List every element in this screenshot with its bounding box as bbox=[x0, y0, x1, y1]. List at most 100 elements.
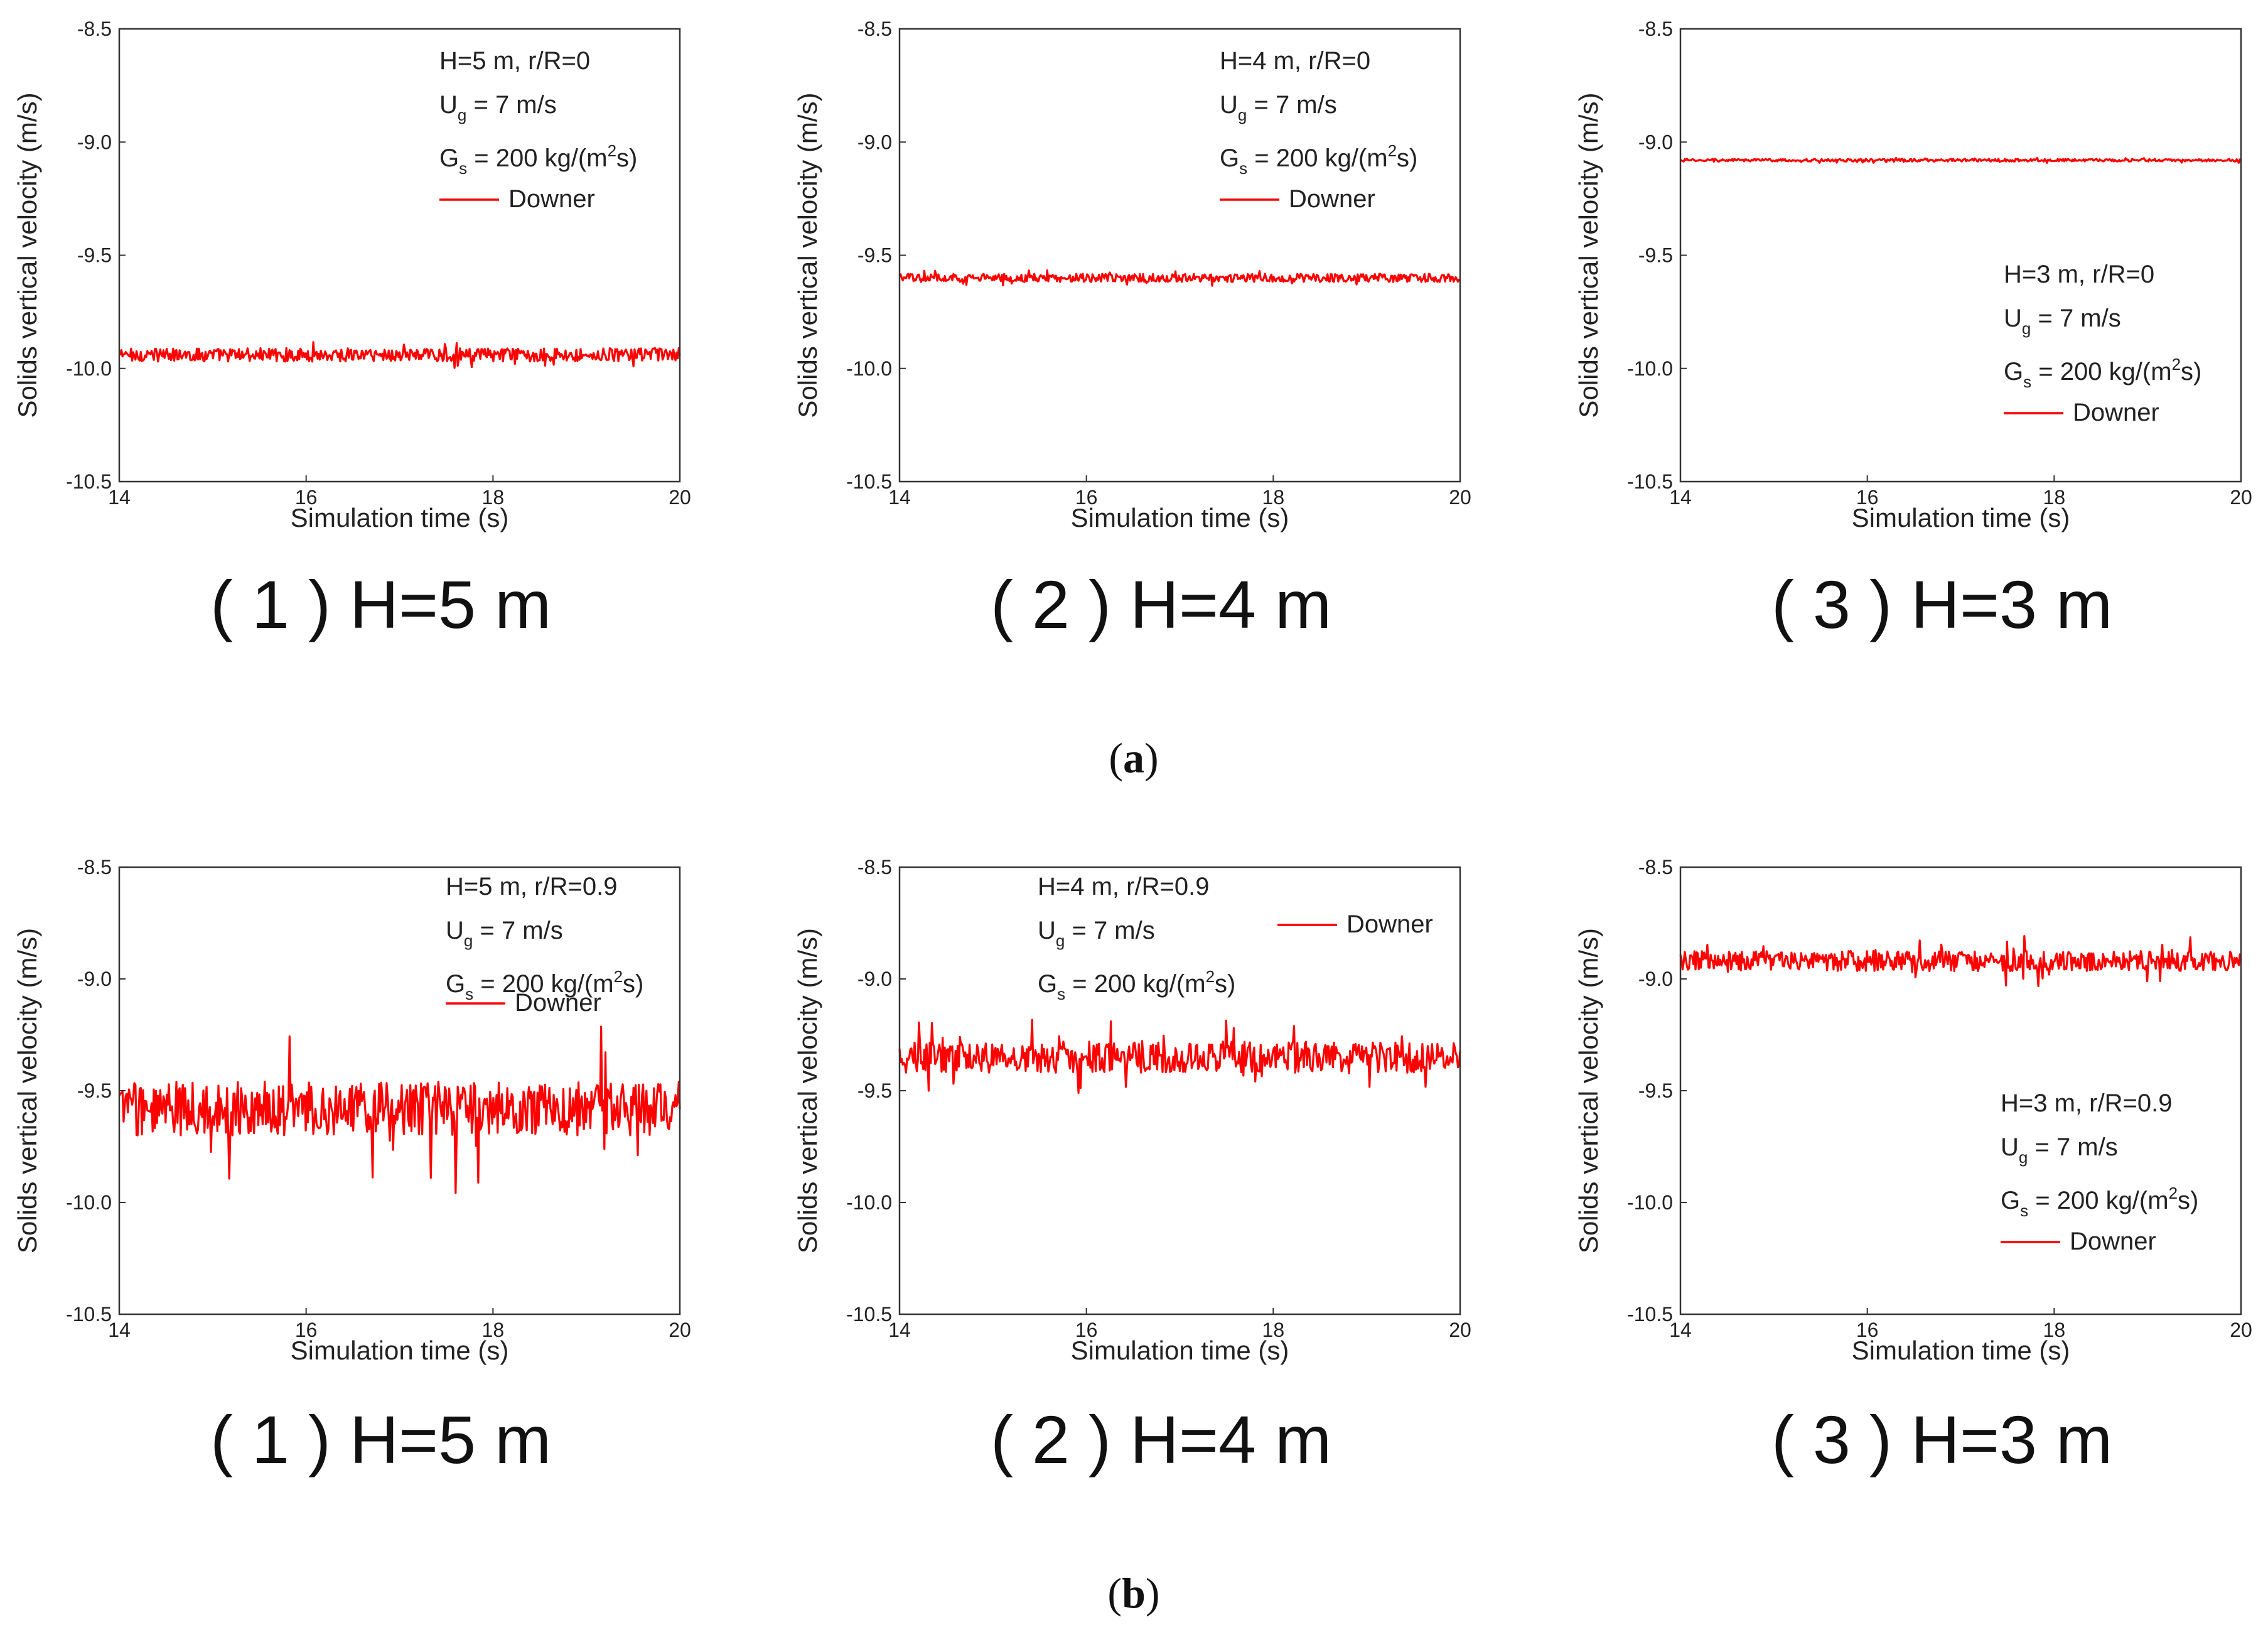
x-tick-label: 16 bbox=[1856, 486, 1879, 509]
annotation-gas-velocity: Ug = 7 m/s bbox=[2004, 305, 2121, 338]
x-tick-label: 18 bbox=[482, 1319, 505, 1341]
y-tick-label: -10.5 bbox=[846, 470, 892, 493]
part-paren-close: ) bbox=[1144, 734, 1159, 782]
part-letter: b bbox=[1122, 1569, 1146, 1617]
y-tick-label: -9.0 bbox=[857, 968, 892, 990]
x-axis-label: Simulation time (s) bbox=[291, 1336, 509, 1365]
y-axis-label: Solids vertical velocity (m/s) bbox=[13, 92, 42, 418]
annotation-solids-flux: Gs = 200 kg/(m2s) bbox=[1038, 967, 1235, 1003]
annotation-condition: H=3 m, r/R=0.9 bbox=[2001, 1089, 2172, 1117]
x-axis-label: Simulation time (s) bbox=[1852, 503, 2070, 532]
x-tick-label: 14 bbox=[888, 486, 911, 509]
part-label-a: (a) bbox=[1109, 734, 1158, 782]
x-axis-label: Simulation time (s) bbox=[1071, 1336, 1289, 1365]
x-axis-label: Simulation time (s) bbox=[1852, 1336, 2070, 1365]
x-tick-label: 18 bbox=[482, 486, 505, 509]
panel-caption: ( 1 ) H=5 m bbox=[210, 566, 551, 642]
y-tick-label: -9.0 bbox=[857, 131, 892, 153]
x-tick-label: 14 bbox=[1669, 486, 1692, 509]
series-line-downer bbox=[1679, 156, 2242, 164]
x-tick-label: 16 bbox=[295, 486, 318, 509]
x-tick-label: 18 bbox=[2043, 486, 2066, 509]
annotation-solids-flux: Gs = 200 kg/(m2s) bbox=[1220, 141, 1417, 178]
y-tick-label: -9.0 bbox=[77, 131, 112, 153]
annotation-condition: H=5 m, r/R=0 bbox=[439, 47, 590, 75]
annotation-gas-velocity: Ug = 7 m/s bbox=[439, 91, 557, 124]
y-tick-label: -9.5 bbox=[857, 244, 892, 267]
legend-label-downer: Downer bbox=[1346, 910, 1433, 938]
part-label-b: (b) bbox=[1107, 1569, 1159, 1617]
x-tick-label: 14 bbox=[108, 486, 131, 509]
y-tick-label: -9.5 bbox=[857, 1079, 892, 1102]
series-line-downer bbox=[118, 1025, 681, 1194]
x-tick-label: 20 bbox=[2230, 486, 2252, 509]
y-tick-label: -9.5 bbox=[1638, 244, 1673, 267]
y-tick-label: -10.5 bbox=[846, 1303, 892, 1326]
part-paren-open: ( bbox=[1107, 1569, 1122, 1617]
annotation-gas-velocity: Ug = 7 m/s bbox=[446, 917, 563, 950]
y-tick-label: -10.0 bbox=[846, 357, 892, 380]
x-tick-label: 18 bbox=[2043, 1319, 2066, 1341]
y-tick-label: -10.5 bbox=[66, 470, 112, 493]
chart-panel-a2: -8.5 -9.0 -9.5 -10.0 -10.514 16 18 20 Simulation… bbox=[793, 18, 1471, 642]
y-tick-label: -10.0 bbox=[66, 1191, 112, 1214]
legend-label-downer: Downer bbox=[1289, 185, 1375, 213]
y-tick-label: -10.5 bbox=[1627, 1303, 1673, 1326]
y-tick-label: -10.5 bbox=[66, 1303, 112, 1326]
part-paren-close: ) bbox=[1146, 1569, 1160, 1617]
y-axis-label: Solids vertical velocity (m/s) bbox=[1574, 92, 1603, 418]
annotation-solids-flux: Gs = 200 kg/(m2s) bbox=[2004, 355, 2201, 391]
legend-label-downer: Downer bbox=[515, 989, 601, 1017]
y-tick-label: -10.0 bbox=[1627, 357, 1673, 380]
x-tick-label: 20 bbox=[669, 1319, 691, 1341]
x-tick-label: 14 bbox=[1669, 1319, 1692, 1341]
x-tick-label: 14 bbox=[108, 1319, 131, 1341]
x-tick-label: 18 bbox=[1262, 486, 1285, 509]
annotation-gas-velocity: Ug = 7 m/s bbox=[1038, 917, 1155, 950]
panels: -8.5-9.0-9.5-10.0-10.514 16 18 20Simulation… bbox=[13, 18, 2252, 1478]
series-line-downer bbox=[118, 341, 681, 369]
part-letter: a bbox=[1123, 734, 1144, 782]
y-tick-label: -8.5 bbox=[857, 18, 892, 40]
panel-caption: ( 1 ) H=5 m bbox=[210, 1402, 551, 1478]
annotation-solids-flux: Gs = 200 kg/(m2s) bbox=[2001, 1184, 2198, 1220]
y-tick-label: -8.5 bbox=[1638, 18, 1673, 40]
y-axis-label: Solids vertical velocity (m/s) bbox=[1574, 928, 1603, 1253]
series-line-downer bbox=[898, 269, 1461, 287]
x-axis-label: Simulation time (s) bbox=[1071, 503, 1289, 532]
y-tick-label: -10.5 bbox=[1627, 470, 1673, 493]
plot-frame bbox=[118, 28, 681, 483]
part-paren-open: ( bbox=[1109, 734, 1123, 782]
chart-panel-a1: -8.5 -9.0 -9.5 -10.0 -10.514 16 18 20 Simulation… bbox=[13, 18, 691, 642]
annotation-solids-flux: Gs = 200 kg/(m2s) bbox=[439, 141, 637, 178]
y-tick-label: -9.0 bbox=[1638, 131, 1673, 153]
chart-panel-b2: -8.5 -9.0 -9.5 -10.0 -10.514 16 18 20 Simulation… bbox=[793, 856, 1471, 1478]
chart-panel-b1: -8.5 -9.0 -9.5 -10.0 -10.514 16 18 20 Simulation… bbox=[13, 856, 691, 1478]
panel-caption: ( 2 ) H=4 m bbox=[991, 566, 1331, 642]
y-tick-label: -9.5 bbox=[77, 1079, 112, 1102]
legend-label-downer: Downer bbox=[2073, 399, 2159, 426]
annotation-condition: H=4 m, r/R=0.9 bbox=[1038, 873, 1209, 900]
legend-label-downer: Downer bbox=[508, 185, 595, 213]
x-tick-label: 14 bbox=[888, 1319, 911, 1341]
chart-panel-b3: -8.5 -9.0 -9.5 -10.0 -10.514 16 18 20 Simulation… bbox=[1574, 856, 2252, 1478]
x-tick-label: 20 bbox=[1449, 486, 1471, 509]
annotation-condition: H=3 m, r/R=0 bbox=[2004, 261, 2154, 288]
x-tick-label: 20 bbox=[1449, 1319, 1471, 1341]
series-line-downer bbox=[898, 1018, 1461, 1094]
y-tick-label: -9.0 bbox=[77, 968, 112, 990]
y-tick-label: -10.0 bbox=[1627, 1191, 1673, 1214]
annotation-gas-velocity: Ug = 7 m/s bbox=[2001, 1133, 2118, 1167]
x-tick-label: 16 bbox=[295, 1319, 318, 1341]
y-tick-label: -9.5 bbox=[1638, 1079, 1673, 1102]
y-tick-label: -10.0 bbox=[846, 1191, 892, 1214]
annotation-gas-velocity: Ug = 7 m/s bbox=[1220, 91, 1337, 124]
series-line-downer bbox=[1679, 935, 2242, 987]
annotation-solids-flux: Gs = 200 kg/(m2s) bbox=[446, 967, 643, 1003]
plot-frame bbox=[898, 28, 1461, 483]
y-tick-label: -9.0 bbox=[1638, 968, 1673, 990]
y-tick-label: -8.5 bbox=[1638, 856, 1673, 878]
panel-caption: ( 3 ) H=3 m bbox=[1771, 566, 2112, 642]
y-axis-label: Solids vertical velocity (m/s) bbox=[793, 92, 822, 418]
